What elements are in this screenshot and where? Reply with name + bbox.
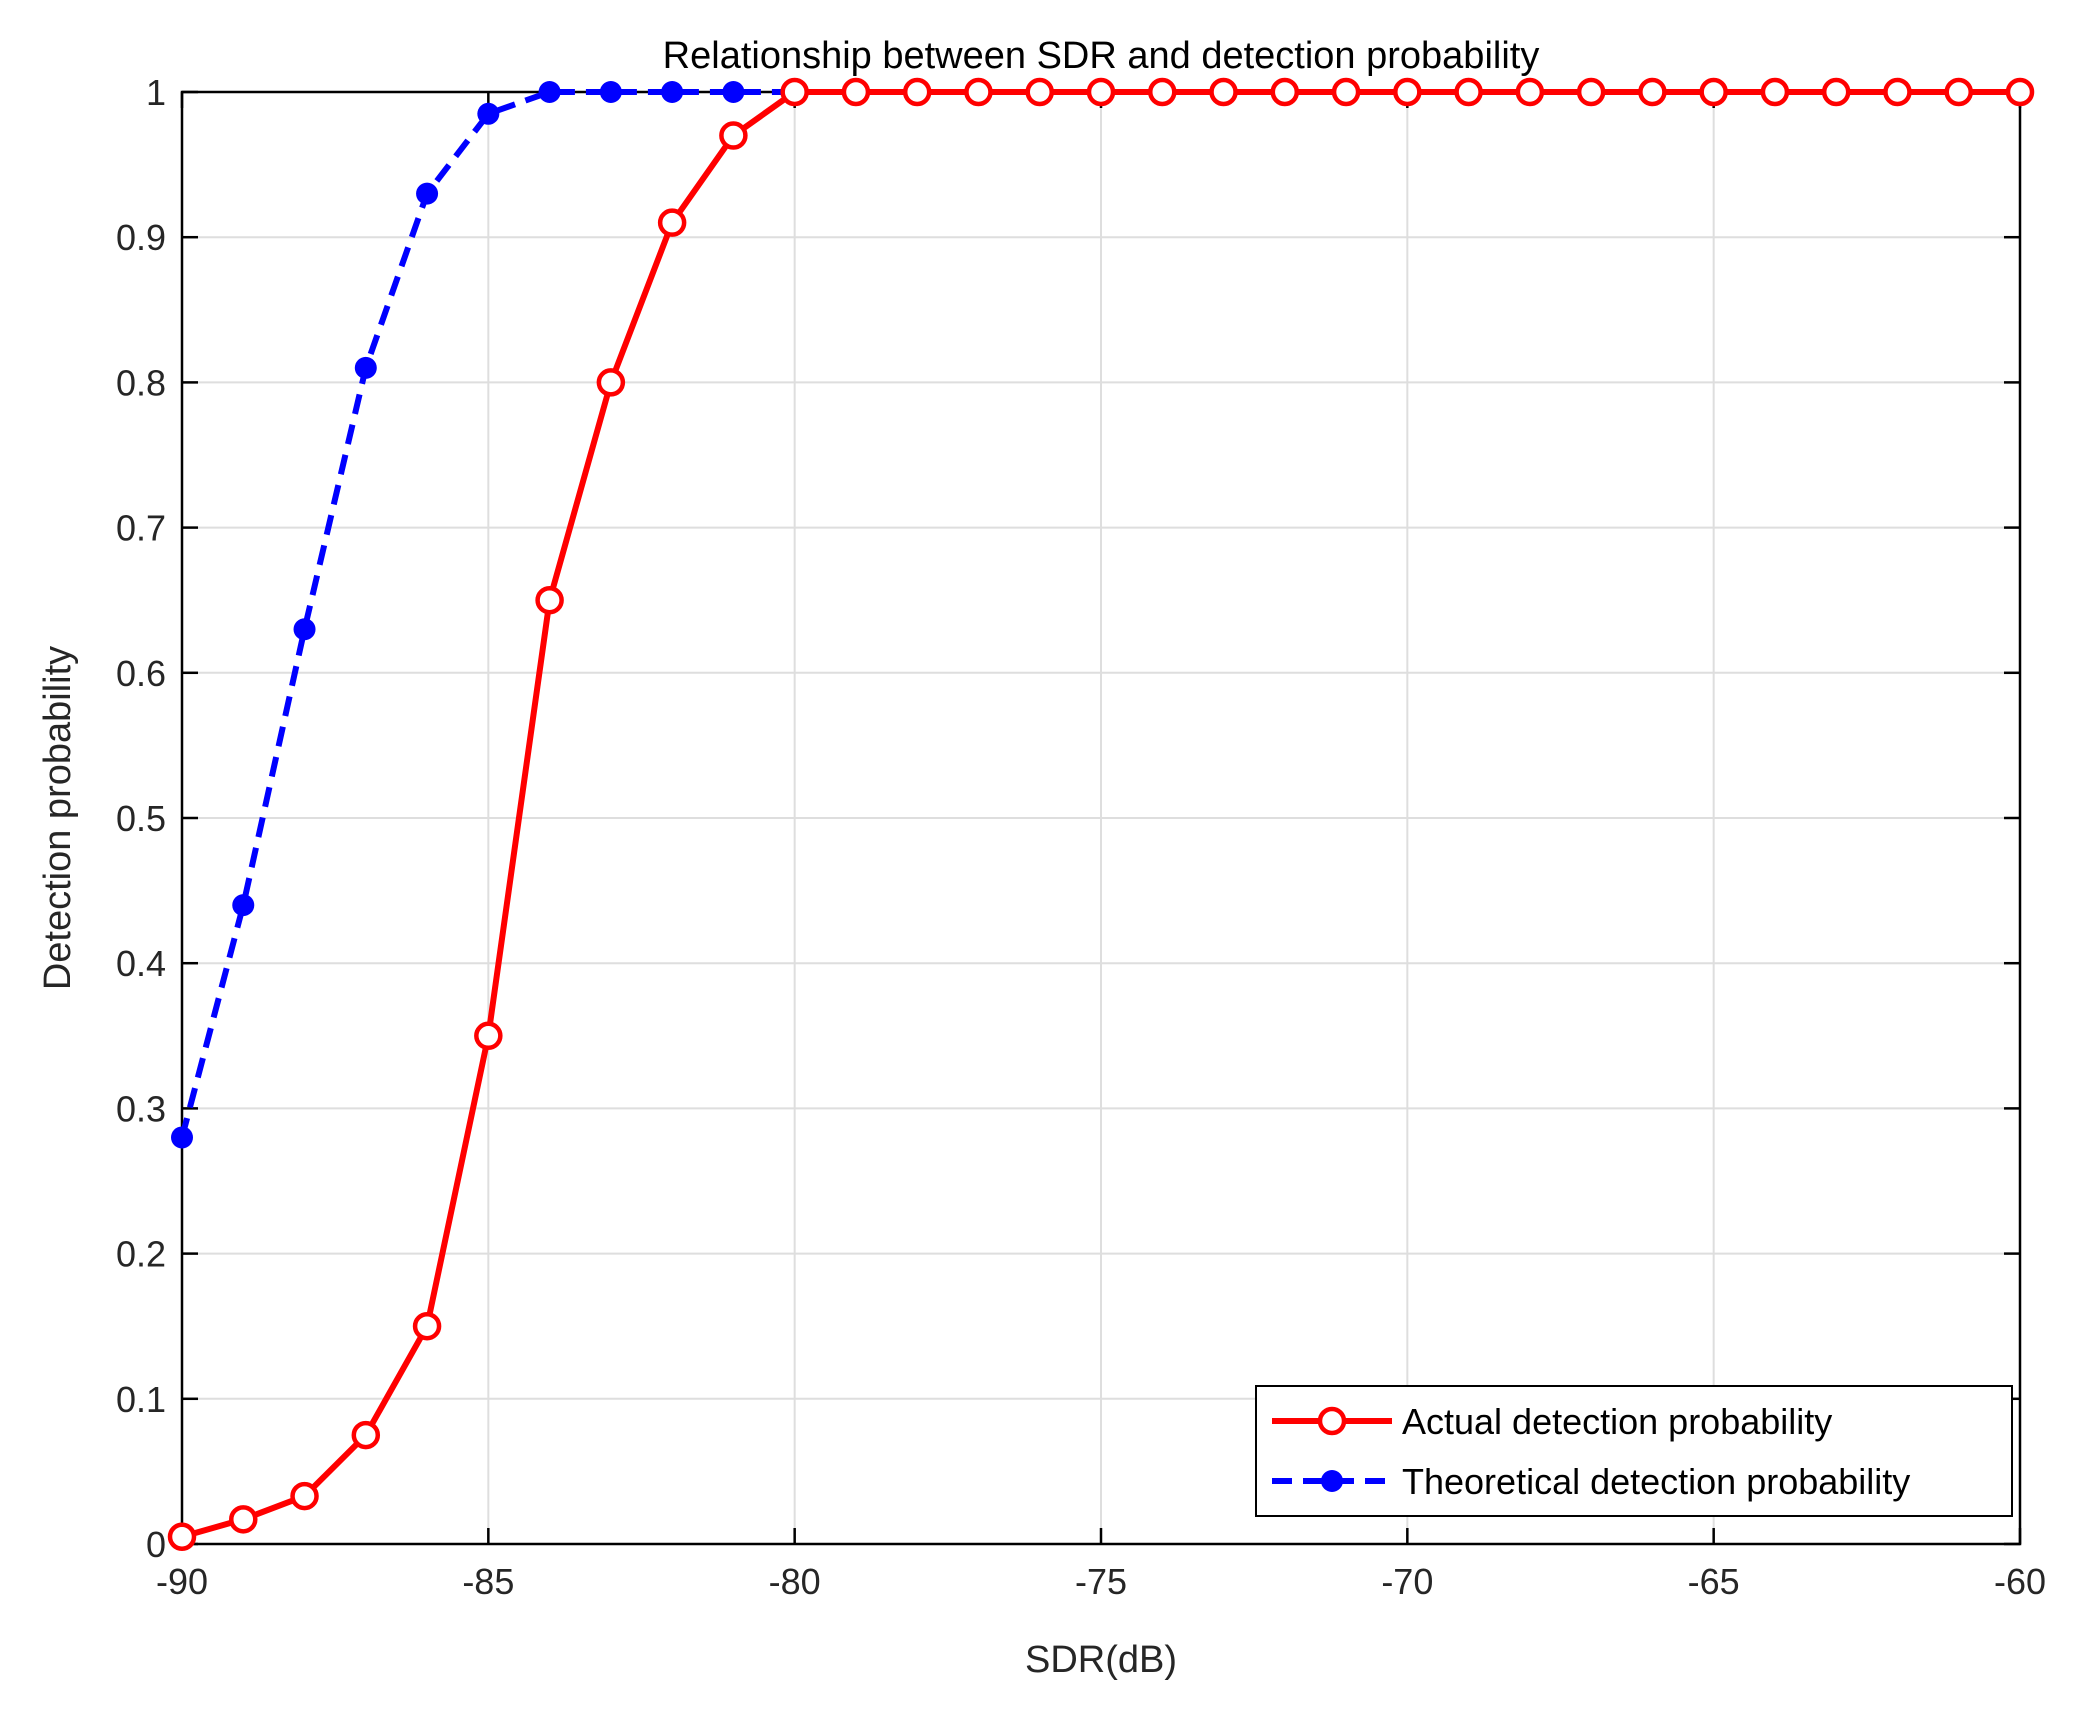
- data-point-theoretical: [293, 618, 316, 641]
- data-point-actual: [167, 1522, 197, 1551]
- data-point-actual: [1699, 77, 1728, 107]
- y-tick-label: 0.9: [116, 217, 166, 258]
- y-axis-label: Detection probability: [37, 646, 79, 990]
- data-point-theoretical: [538, 81, 561, 103]
- y-tick-label: 0.7: [116, 508, 166, 549]
- data-point-theoretical: [171, 1126, 193, 1149]
- data-point-actual: [1760, 77, 1790, 107]
- data-point-theoretical: [354, 356, 377, 379]
- data-point-actual: [964, 77, 993, 107]
- legend-marker-theoretical: [1321, 1470, 1343, 1492]
- data-point-actual: [657, 208, 687, 237]
- data-point-actual: [1086, 77, 1116, 107]
- data-point-actual: [1944, 77, 1973, 107]
- data-point-actual: [1209, 77, 1238, 107]
- data-point-actual: [719, 121, 748, 150]
- data-point-actual: [596, 368, 626, 397]
- y-tick-label: 0.8: [116, 362, 166, 403]
- data-point-actual: [1515, 77, 1545, 107]
- legend-label-actual: Actual detection probability: [1402, 1401, 1832, 1442]
- data-point-theoretical: [722, 81, 745, 103]
- data-point-actual: [535, 585, 564, 615]
- x-tick-label: -85: [462, 1561, 514, 1602]
- data-point-actual: [841, 77, 871, 107]
- data-point-actual: [1025, 77, 1054, 107]
- x-tick-label: -70: [1381, 1561, 1433, 1602]
- chart-title: Relationship between SDR and detection p…: [663, 35, 1540, 77]
- data-point-actual: [351, 1420, 381, 1450]
- legend-box: [1255, 1385, 2013, 1517]
- data-point-actual: [1393, 77, 1422, 107]
- y-tick-label: 0.6: [116, 653, 166, 694]
- x-tick-label: -65: [1688, 1561, 1740, 1602]
- data-point-actual: [1576, 77, 1606, 107]
- y-tick-label: 1: [146, 72, 166, 113]
- data-point-actual: [1331, 77, 1361, 107]
- data-point-theoretical: [661, 81, 684, 103]
- legend: Actual detection probability Theoretical…: [1255, 1385, 2013, 1517]
- y-tick-label: 0.1: [116, 1379, 166, 1420]
- data-series: [167, 77, 2035, 1551]
- data-point-theoretical: [477, 102, 500, 125]
- grid-lines: [182, 92, 2020, 1544]
- x-axis-label: SDR(dB): [1025, 1639, 1177, 1681]
- data-point-actual: [902, 77, 932, 107]
- x-tick-label: -80: [769, 1561, 821, 1602]
- data-point-theoretical: [232, 894, 255, 917]
- y-tick-label: 0: [146, 1524, 166, 1565]
- data-point-actual: [290, 1481, 319, 1511]
- y-tick-label: 0.5: [116, 798, 166, 839]
- x-tick-label: -90: [156, 1561, 208, 1602]
- data-point-actual: [1270, 77, 1300, 107]
- y-tick-label: 0.2: [116, 1234, 166, 1275]
- data-point-actual: [1883, 77, 1912, 107]
- y-tick-label: 0.4: [116, 943, 166, 984]
- legend-label-theoretical: Theoretical detection probability: [1402, 1461, 1910, 1502]
- x-tick-label: -75: [1075, 1561, 1127, 1602]
- data-point-actual: [1821, 77, 1851, 107]
- data-point-theoretical: [599, 81, 622, 103]
- data-point-actual: [1148, 77, 1177, 107]
- data-point-actual: [474, 1021, 503, 1051]
- legend-marker-actual: [1317, 1406, 1347, 1436]
- data-point-theoretical: [416, 182, 439, 205]
- data-point-actual: [2005, 77, 2035, 107]
- x-tick-label: -60: [1994, 1561, 2046, 1602]
- data-point-actual: [412, 1311, 442, 1341]
- data-point-actual: [1454, 77, 1483, 107]
- axis-ticks: -90 -85 -80 -75 -70 -65 -60 0 0.1 0.2 0.3 0.4 0.5 0.6…: [116, 72, 2046, 1602]
- data-point-actual: [780, 77, 809, 107]
- y-tick-label: 0.3: [116, 1088, 166, 1129]
- data-point-actual: [229, 1505, 258, 1534]
- data-point-actual: [1638, 77, 1667, 107]
